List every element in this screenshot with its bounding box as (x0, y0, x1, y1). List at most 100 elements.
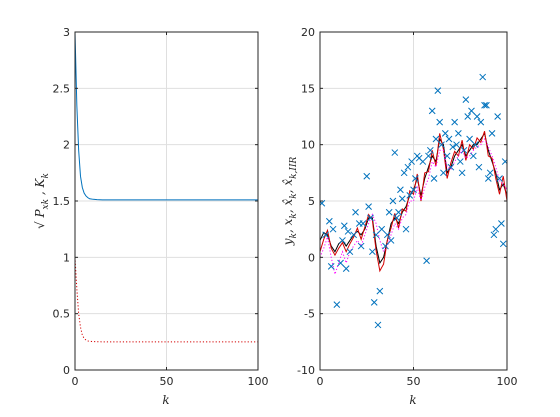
data-point-x-marker (372, 231, 380, 239)
data-point-x-marker (451, 118, 458, 126)
data-point-x-marker (404, 163, 412, 171)
data-point-x-marker (496, 175, 503, 182)
data-point-x-marker (456, 158, 464, 165)
data-point-x-marker (484, 175, 492, 182)
data-point-x-marker (426, 146, 434, 154)
right-grid (319, 31, 508, 371)
right-plot-area (320, 73, 507, 329)
y-tick-label: 1.5 (53, 195, 71, 208)
x-tick-label: 0 (317, 375, 324, 388)
data-point-x-marker (406, 192, 414, 199)
series-line-0 (75, 32, 258, 201)
y-tick-label: 5 (308, 195, 315, 208)
x-tick-label: 100 (497, 375, 518, 388)
data-point-x-marker (481, 101, 488, 109)
data-point-x-marker (453, 141, 460, 149)
right-xlabel: k (409, 393, 416, 407)
data-point-x-marker (462, 96, 470, 103)
ylabel-sep: , K (33, 177, 47, 198)
data-point-x-marker (475, 163, 483, 171)
data-point-x-marker (357, 242, 365, 250)
data-point-x-marker (460, 146, 468, 154)
y-tick-label: -10 (297, 364, 315, 377)
data-point-x-marker (320, 199, 326, 207)
y-tick-label: 3 (63, 26, 70, 39)
data-point-x-marker (385, 208, 393, 216)
data-point-x-marker (447, 163, 455, 171)
y-tick-label: 0 (63, 364, 70, 377)
data-point-x-marker (325, 217, 333, 225)
series-line-1 (75, 257, 258, 343)
data-point-x-marker (494, 113, 502, 120)
left-grid (74, 31, 259, 371)
left-xlabel: k (162, 393, 169, 407)
data-point-x-marker (340, 222, 348, 230)
data-point-x-marker (501, 158, 507, 165)
data-point-x-marker (471, 141, 479, 149)
data-point-x-marker (466, 135, 473, 143)
data-point-x-marker (430, 175, 438, 182)
y-tick-label: 20 (301, 26, 315, 39)
y-tick-label: 15 (301, 82, 315, 95)
data-point-x-marker (397, 186, 404, 194)
left-tick-labels: 0 50 100 0 0.5 1 1.5 2 2.5 3 (53, 26, 269, 388)
data-point-x-marker (488, 130, 496, 137)
left-ylabel: √ Pxk , Kk (33, 173, 51, 229)
data-point-x-marker (434, 87, 442, 94)
data-point-x-marker (436, 118, 444, 126)
data-point-x-marker (423, 257, 430, 265)
ylabel-sub-xk: xk (41, 199, 51, 210)
right-ylabel: yk, xk, x̂k, x̂k,IIR (281, 156, 299, 246)
sqrt-symbol: √ P (33, 209, 47, 229)
series-line-1 (320, 130, 507, 273)
data-point-x-marker (337, 259, 344, 267)
data-point-x-marker (449, 143, 457, 151)
data-point-x-marker (391, 149, 399, 156)
series-group (320, 73, 507, 329)
data-point-x-marker (441, 130, 449, 137)
data-point-x-marker (363, 172, 371, 180)
data-point-x-marker (378, 225, 386, 233)
data-point-x-marker (374, 321, 382, 329)
data-point-x-marker (440, 169, 447, 177)
data-point-x-marker (329, 225, 337, 233)
data-point-x-marker (322, 231, 329, 239)
data-point-x-marker (443, 152, 451, 160)
data-point-x-marker (455, 130, 462, 137)
y-tick-label: 10 (301, 139, 315, 152)
data-point-x-marker (398, 195, 406, 203)
x-tick-label: 0 (72, 375, 79, 388)
data-point-x-marker (477, 118, 485, 126)
data-point-x-marker (438, 141, 445, 149)
right-axes: 0 50 100 -10 -5 0 5 10 15 20 k yk, xk, x̂k, x̂k,I… (281, 26, 518, 407)
data-point-x-marker (408, 158, 415, 165)
data-point-x-marker (367, 214, 374, 222)
y-tick-label: 2 (63, 139, 70, 152)
data-point-x-marker (400, 169, 408, 177)
data-point-x-marker (469, 152, 477, 160)
data-point-x-marker (395, 208, 402, 216)
y-tick-label: 0.5 (53, 308, 71, 321)
data-point-x-marker (492, 225, 500, 233)
y-tick-label: 0 (308, 251, 315, 264)
y-tick-label: 1 (63, 251, 70, 264)
data-point-x-marker (402, 225, 410, 233)
data-point-x-marker (486, 169, 494, 177)
y-tick-label: 2.5 (53, 82, 71, 95)
data-point-x-marker (342, 265, 350, 272)
data-point-x-marker (327, 262, 335, 270)
data-point-x-marker (382, 242, 389, 250)
data-point-x-marker (498, 220, 505, 227)
data-point-x-marker (352, 208, 359, 216)
data-point-x-marker (344, 228, 352, 235)
data-point-x-marker (490, 231, 498, 239)
x-tick-label: 100 (248, 375, 269, 388)
data-point-x-marker (365, 203, 372, 210)
ylabel-sub-k: k (41, 173, 51, 178)
data-point-x-marker (419, 158, 427, 165)
data-point-x-marker (333, 301, 341, 309)
data-point-x-marker (370, 299, 378, 306)
data-point-x-marker (389, 197, 397, 205)
